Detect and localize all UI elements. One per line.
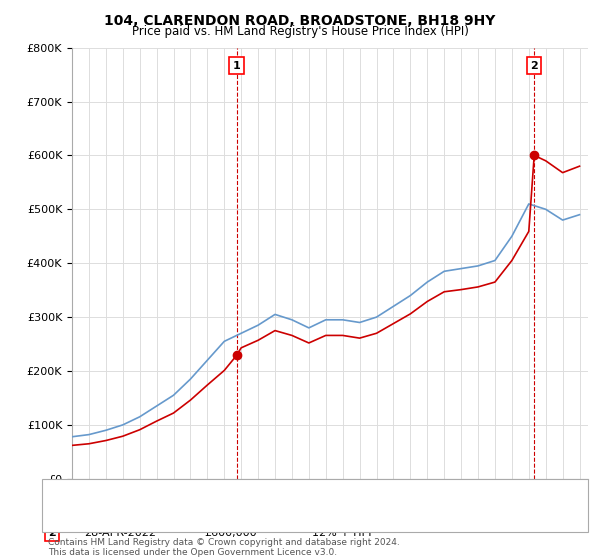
Text: £600,000: £600,000 (204, 528, 257, 538)
Text: 2: 2 (48, 528, 56, 538)
Text: 104, CLARENDON ROAD, BROADSTONE, BH18 9HY: 104, CLARENDON ROAD, BROADSTONE, BH18 9H… (104, 14, 496, 28)
Text: 23% ↓ HPI: 23% ↓ HPI (312, 514, 371, 524)
Text: 2: 2 (530, 60, 538, 71)
Text: 28-APR-2022: 28-APR-2022 (84, 528, 156, 538)
Text: Contains HM Land Registry data © Crown copyright and database right 2024.
This d: Contains HM Land Registry data © Crown c… (48, 538, 400, 557)
Text: 1: 1 (48, 514, 56, 524)
Text: 1: 1 (233, 60, 241, 71)
Text: 24-SEP-2004: 24-SEP-2004 (84, 514, 155, 524)
Text: Price paid vs. HM Land Registry's House Price Index (HPI): Price paid vs. HM Land Registry's House … (131, 25, 469, 38)
Text: 12% ↑ HPI: 12% ↑ HPI (312, 528, 371, 538)
Text: £229,000: £229,000 (204, 514, 257, 524)
Text: 104, CLARENDON ROAD, BROADSTONE, BH18 9HY (detached house): 104, CLARENDON ROAD, BROADSTONE, BH18 9H… (90, 491, 449, 501)
Text: HPI: Average price, detached house, Bournemouth Christchurch and Poole: HPI: Average price, detached house, Bour… (90, 510, 478, 520)
